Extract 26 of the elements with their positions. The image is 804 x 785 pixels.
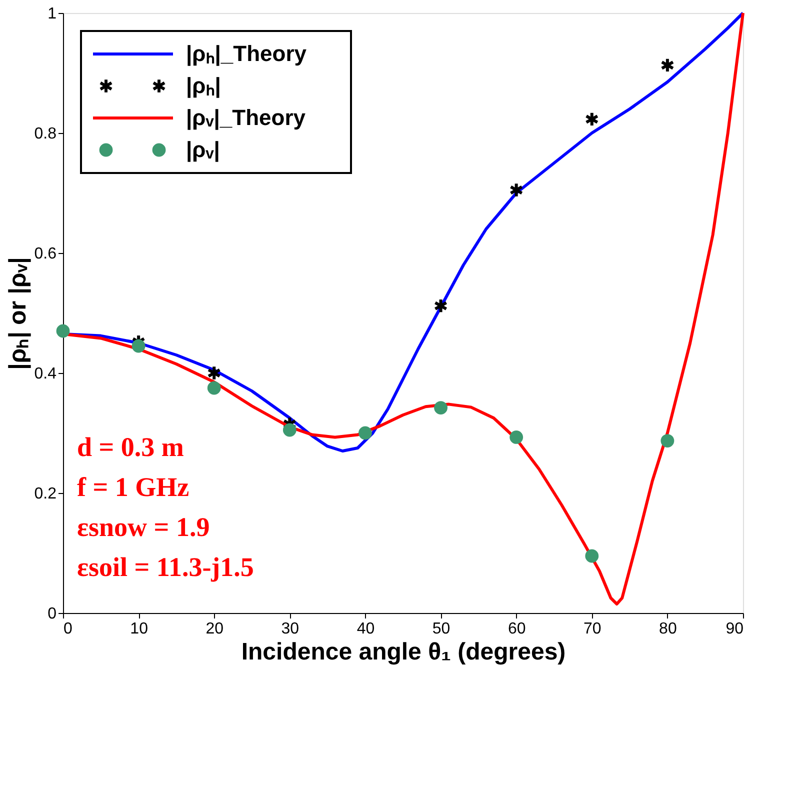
- x-axis-title: Incidence angle θ₁ (degrees): [241, 638, 566, 666]
- y-tick-label: 0: [48, 606, 57, 622]
- legend-label: |ρₕ|: [186, 73, 221, 98]
- x-tick-label: 40: [356, 620, 375, 638]
- y-tick-label: 0.8: [34, 126, 57, 142]
- y-axis-title: |ρₕ| or |ρᵥ|: [4, 257, 32, 370]
- legend-label: |ρᵥ|_Theory: [186, 105, 306, 130]
- x-tick-label: 0: [64, 620, 72, 638]
- annotation: εsnow = 1.9: [77, 512, 210, 542]
- legend-label: |ρᵥ|: [186, 137, 220, 162]
- x-tick-label: 60: [508, 620, 526, 638]
- y-tick-label: 0.6: [34, 246, 57, 262]
- y-tick-label: 1: [48, 6, 57, 22]
- x-tick-label: 50: [432, 620, 450, 638]
- x-tick-label: 20: [206, 620, 224, 638]
- x-tick-label: 80: [659, 620, 677, 638]
- x-tick-label: 70: [583, 620, 602, 638]
- annotation: εsoil = 11.3-j1.5: [77, 552, 254, 582]
- annotation: f = 1 GHz: [77, 472, 190, 502]
- x-tick-label: 30: [281, 620, 300, 638]
- legend-label: |ρₕ|_Theory: [186, 41, 308, 66]
- y-tick-label: 0.2: [34, 486, 57, 502]
- x-tick-label: 10: [130, 620, 148, 638]
- annotation: d = 0.3 m: [77, 432, 184, 462]
- y-tick-label: 0.4: [34, 366, 57, 382]
- x-tick-label: 90: [726, 620, 744, 638]
